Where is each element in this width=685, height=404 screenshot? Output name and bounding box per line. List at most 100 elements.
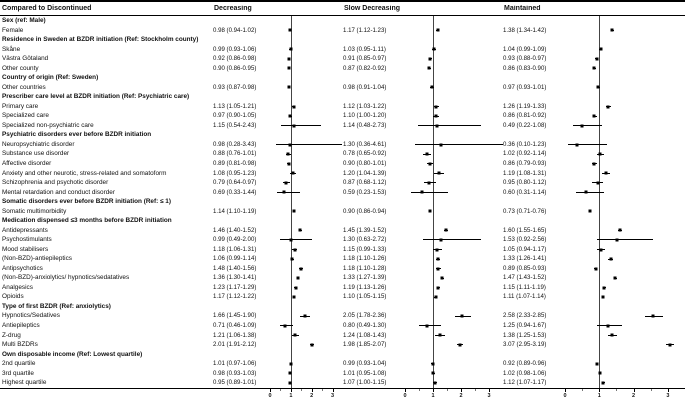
point-estimate-marker — [291, 171, 295, 175]
point-estimate-marker — [436, 286, 440, 290]
forest-plot-cell — [565, 282, 685, 293]
confidence-interval-whisker — [596, 239, 653, 241]
axis-minor-tick — [616, 388, 618, 391]
forest-plot-cell — [270, 111, 343, 121]
forest-plot-cell — [270, 282, 343, 293]
variable-row: Västra Götaland 0.92 (0.86-0.98) 0.91 (0.8… — [0, 54, 685, 64]
point-estimate-marker — [293, 333, 297, 337]
point-estimate-marker — [425, 324, 429, 328]
forest-plot-cell — [565, 216, 685, 226]
axis-tick — [290, 388, 292, 392]
confidence-interval-whisker — [415, 144, 503, 146]
row-label: Antipsychotics — [2, 264, 43, 272]
estimate-text: 0.97 (0.93-1.01) — [503, 83, 547, 91]
point-estimate-marker — [610, 333, 614, 337]
estimate-text: 0.86 (0.79-0.93) — [503, 159, 547, 167]
reference-line — [290, 263, 292, 274]
forest-plot-cell — [270, 368, 343, 379]
x-axis: 0 1 2 3 — [403, 388, 503, 404]
estimate-text: 0.87 (0.68-1.12) — [343, 179, 387, 187]
forest-plot-cell — [270, 101, 343, 112]
point-estimate-marker — [282, 190, 286, 194]
point-estimate-marker — [292, 105, 296, 109]
row-label: Neuropsychiatric disorder — [2, 140, 75, 148]
point-estimate-marker — [430, 85, 434, 89]
estimate-text: 1.17 (1.12-1.22) — [213, 293, 257, 301]
estimate-text: 1.13 (1.05-1.21) — [213, 102, 257, 110]
point-estimate-marker — [420, 190, 424, 194]
forest-plot-cell — [565, 235, 685, 245]
estimate-text: 2.58 (2.33-2.85) — [503, 312, 547, 320]
axis-tick — [405, 388, 406, 392]
reference-line — [290, 225, 292, 236]
point-estimate-marker — [431, 362, 435, 366]
point-estimate-marker — [444, 228, 448, 232]
axis-spacer — [343, 389, 405, 404]
estimate-text: 1.02 (0.98-1.06) — [503, 369, 547, 377]
estimate-text: 1.12 (1.03-1.22) — [343, 102, 387, 110]
reference-line — [290, 82, 292, 93]
row-label: Somatic multimorbidity — [2, 207, 67, 215]
section-row: Prescriber care level at BZDR initiation… — [0, 92, 685, 102]
forest-plot-cell — [565, 168, 685, 179]
variable-row: Skåne 0.99 (0.93-1.06) 1.03 (0.95-1.11) 1.0… — [0, 44, 685, 55]
forest-plot-cell — [270, 206, 343, 217]
forest-plot-cell — [270, 44, 343, 55]
variable-row: Highest quartile 0.95 (0.89-1.01) 1.07 (1.… — [0, 378, 685, 388]
reference-line — [599, 101, 601, 112]
estimate-text: 0.89 (0.85-0.93) — [503, 264, 547, 272]
estimate-text: 1.15 (1.11-1.19) — [503, 283, 546, 291]
reference-line — [433, 158, 434, 169]
point-estimate-marker — [610, 28, 614, 32]
forest-plot-cell — [405, 349, 503, 360]
point-estimate-marker — [428, 209, 432, 213]
point-estimate-marker — [428, 162, 432, 166]
forest-plot-cell — [405, 301, 503, 312]
axis-row: 0 1 2 3 0 1 2 3 0 1 2 3 — [0, 387, 685, 404]
variable-row: Opioids 1.17 (1.12-1.22) 1.10 (1.05-1.15) 1… — [0, 292, 685, 302]
estimate-text: 1.19 (1.13-1.26) — [343, 283, 387, 291]
point-estimate-marker — [601, 295, 605, 299]
variable-row: Affective disorder 0.89 (0.81-0.98) 0.90 (… — [0, 158, 685, 169]
forest-plot-cell — [405, 54, 503, 64]
estimate-text: 1.20 (1.04-1.39) — [343, 169, 387, 177]
forest-plot-cell — [405, 292, 503, 302]
reference-line — [599, 301, 601, 312]
point-estimate-marker — [283, 324, 287, 328]
forest-plot-cell — [405, 35, 503, 45]
axis-minor-tick — [650, 388, 652, 391]
forest-plot-cell — [270, 378, 343, 388]
estimate-text: 1.14 (0.48-2.73) — [343, 121, 387, 129]
estimate-text: 0.89 (0.81-0.98) — [213, 159, 257, 167]
forest-plot-cell — [405, 73, 503, 83]
forest-plot-cell — [405, 321, 503, 331]
point-estimate-marker — [288, 381, 292, 385]
column-header-slow-decreasing: Slow Decreasing — [344, 5, 401, 12]
forest-plot-cell — [270, 292, 343, 302]
forest-plot-cell — [270, 321, 343, 331]
forest-plot-cell — [565, 254, 685, 264]
axis-tick — [667, 388, 669, 392]
point-estimate-marker — [606, 105, 610, 109]
reference-line — [599, 311, 601, 321]
forest-plot-cell — [565, 244, 685, 255]
estimate-text: 1.15 (0.54-2.43) — [213, 121, 257, 129]
estimate-text: 0.86 (0.83-0.90) — [503, 64, 547, 72]
reference-line — [599, 282, 601, 293]
row-label: Mood stabilisers — [2, 245, 49, 253]
forest-plot-cell — [270, 301, 343, 312]
reference-line — [433, 311, 434, 321]
estimate-text: 0.71 (0.46-1.09) — [213, 322, 257, 329]
reference-line — [599, 263, 601, 274]
reference-line — [290, 101, 292, 112]
reference-line — [433, 340, 434, 350]
reference-line — [290, 63, 292, 74]
forest-plot-cell — [565, 120, 685, 131]
point-estimate-marker — [606, 324, 610, 328]
forest-plot-cell — [565, 149, 685, 159]
estimate-text: 0.80 (0.49-1.30) — [343, 322, 387, 329]
variable-row: Somatic multimorbidity 1.14 (1.10-1.19) 0.… — [0, 206, 685, 217]
reference-line — [433, 63, 434, 74]
confidence-interval-whisker — [411, 191, 448, 193]
